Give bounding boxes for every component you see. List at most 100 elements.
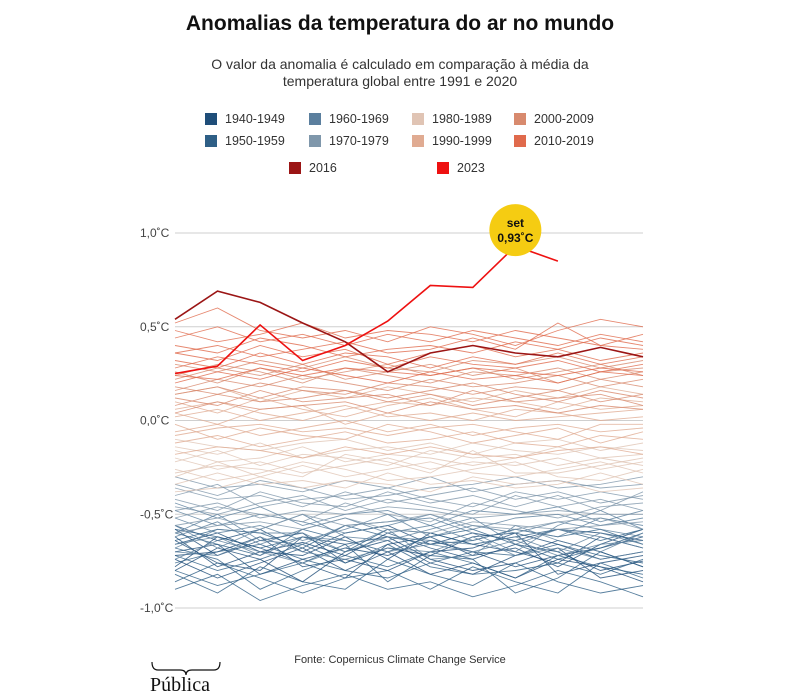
legend-swatch: [309, 135, 321, 147]
series-line-1970-1979: [174, 517, 644, 534]
legend-label: 2023: [457, 161, 485, 175]
legend-item-2000-2009[interactable]: 2000-2009: [514, 111, 594, 127]
legend-swatch: [205, 113, 217, 125]
series-line-1970-1979: [174, 476, 644, 500]
series-line-1960-1969: [174, 536, 644, 556]
series-line-1990-1999: [174, 405, 644, 425]
y-tick-label: 1,0˚C: [140, 226, 170, 240]
legend-swatch: [289, 162, 301, 174]
series-line-2023: [174, 245, 559, 375]
series-line-2000-2009: [174, 401, 644, 414]
series-line-1990-1999: [174, 423, 643, 440]
series-line-2010-2019: [174, 326, 644, 346]
series-line-1970-1979: [174, 476, 644, 493]
series-line-2000-2009: [174, 363, 644, 384]
chart-subtitle: O valor da anomalia é calculado em compa…: [211, 56, 589, 89]
legend-swatch: [309, 113, 321, 125]
series-line-2000-2009: [174, 356, 644, 373]
series-line-1950-1959: [174, 543, 644, 575]
series-line-2010-2019: [174, 307, 644, 346]
series-line-2010-2019: [174, 322, 644, 346]
series-line-2010-2019: [174, 337, 644, 358]
series-line-1970-1979: [174, 495, 644, 515]
series-line-1990-1999: [174, 423, 644, 444]
series-line-2016: [174, 290, 644, 373]
legend-swatch: [514, 113, 526, 125]
legend-label: 1950-1959: [225, 134, 285, 148]
series-line-1980-1989: [174, 446, 644, 466]
series-line-1950-1959: [174, 558, 644, 594]
legend-label: 1990-1999: [432, 134, 492, 148]
highlight-lines: [174, 245, 644, 375]
annotation-label-month: set: [507, 216, 524, 230]
annotation-bubble: [489, 204, 542, 257]
source-note: Fonte: Copernicus Climate Change Service: [294, 654, 506, 666]
legend-label: 1970-1979: [329, 134, 389, 148]
series-line-1970-1979: [174, 487, 644, 508]
legend-label: 1960-1969: [329, 112, 389, 126]
legend-label: 1980-1989: [432, 112, 492, 126]
annotation-set-2023: set 0,93˚C: [489, 204, 542, 257]
series-line-1980-1989: [174, 449, 644, 478]
y-tick-label: 0,5˚C: [140, 320, 170, 334]
line-chart: -1,0˚C -0,5˚C 0,0˚C 0,5˚C 1,0˚C set 0,93˚C: [140, 204, 644, 615]
series-line-1980-1989: [174, 450, 644, 466]
series-line-1970-1979: [174, 491, 644, 511]
legend-label: 1940-1949: [225, 112, 285, 126]
series-line-1990-1999: [174, 397, 644, 421]
series-line-2000-2009: [174, 390, 644, 406]
decade-lines: [174, 307, 644, 601]
series-line-2010-2019: [174, 367, 644, 380]
legend-label: 2016: [309, 161, 337, 175]
series-line-1990-1999: [174, 405, 644, 421]
series-line-2000-2009: [174, 378, 644, 395]
series-line-1950-1959: [174, 543, 644, 579]
legend-item-1990-1999[interactable]: 1990-1999: [412, 133, 492, 149]
legend-item-2023[interactable]: 2023: [437, 160, 485, 176]
series-line-1990-1999: [174, 431, 644, 448]
series-line-1980-1989: [174, 476, 644, 493]
series-line-1960-1969: [174, 524, 644, 564]
series-line-2000-2009: [174, 390, 644, 406]
legend-item-1950-1959[interactable]: 1950-1959: [205, 133, 285, 149]
series-line-2010-2019: [174, 322, 644, 358]
series-line-1990-1999: [174, 386, 644, 403]
legend-swatch: [412, 135, 424, 147]
gridlines: -1,0˚C -0,5˚C 0,0˚C 0,5˚C 1,0˚C: [140, 226, 643, 615]
series-line-1960-1969: [174, 536, 644, 560]
legend-label: 2010-2019: [534, 134, 594, 148]
annotation-label-value: 0,93˚C: [497, 231, 533, 245]
series-line-1960-1969: [174, 517, 644, 545]
chart-title: Anomalias da temperatura do ar no mundo: [185, 12, 615, 35]
logo-brace-mark: [151, 661, 221, 676]
legend-item-2010-2019[interactable]: 2010-2019: [514, 133, 594, 149]
series-line-1960-1969: [174, 510, 644, 553]
series-line-1990-1999: [174, 446, 644, 459]
legend-swatch: [412, 113, 424, 125]
legend-item-1980-1989[interactable]: 1980-1989: [412, 111, 492, 127]
series-line-1950-1959: [174, 562, 644, 594]
series-line-1970-1979: [174, 513, 644, 530]
publica-logo: Pública: [150, 660, 230, 698]
series-line-2000-2009: [174, 382, 644, 403]
series-line-2010-2019: [174, 367, 644, 384]
y-tick-label: -1,0˚C: [140, 601, 174, 615]
series-line-1950-1959: [174, 570, 644, 601]
legend-swatch: [205, 135, 217, 147]
legend-item-1960-1969[interactable]: 1960-1969: [309, 111, 389, 127]
y-tick-label: 0,0˚C: [140, 414, 170, 428]
series-line-1950-1959: [174, 543, 644, 594]
legend-item-2016[interactable]: 2016: [289, 160, 337, 176]
logo-wordmark: Pública: [150, 674, 210, 696]
legend-item-1940-1949[interactable]: 1940-1949: [205, 111, 285, 127]
series-line-2010-2019: [174, 345, 644, 365]
series-line-1970-1979: [174, 502, 643, 519]
series-line-1940-1949: [174, 532, 644, 564]
legend-item-1970-1979[interactable]: 1970-1979: [309, 133, 389, 149]
legend-label: 2000-2009: [534, 112, 594, 126]
series-line-1960-1969: [174, 528, 644, 553]
y-tick-label: -0,5˚C: [140, 507, 174, 521]
legend-swatch: [437, 162, 449, 174]
legend-swatch: [514, 135, 526, 147]
series-line-1940-1949: [174, 547, 644, 583]
